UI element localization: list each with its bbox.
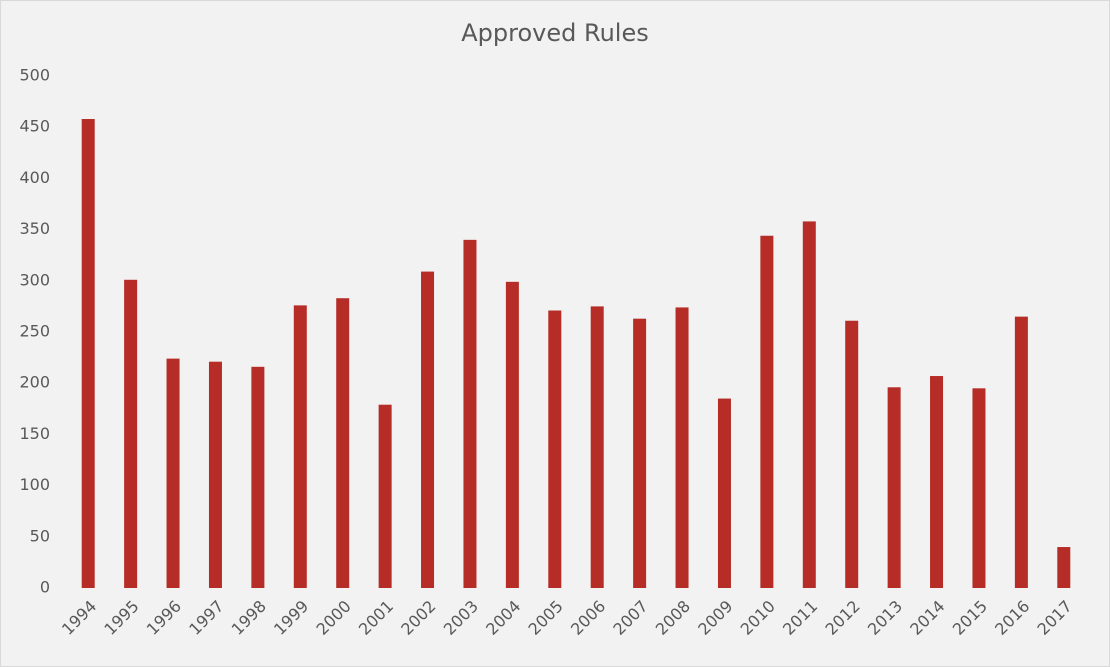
y-tick-label: 400 <box>19 168 50 187</box>
bar <box>336 298 350 588</box>
bar <box>81 119 95 589</box>
bar <box>633 318 647 588</box>
y-tick-label: 200 <box>19 373 50 392</box>
bar <box>251 366 265 588</box>
bar <box>590 306 604 588</box>
y-tick-label: 250 <box>19 322 50 341</box>
bar <box>717 398 731 588</box>
bar <box>505 281 519 588</box>
bar <box>760 235 774 588</box>
bar <box>421 271 435 588</box>
y-tick-label: 500 <box>19 66 50 85</box>
bar <box>293 305 307 588</box>
bar <box>378 404 392 588</box>
bar <box>972 388 986 588</box>
bar <box>675 307 689 588</box>
bar <box>802 221 816 588</box>
bar <box>548 310 562 588</box>
y-tick-label: 0 <box>40 578 50 597</box>
bar <box>845 320 859 588</box>
y-tick-label: 150 <box>19 424 50 443</box>
chart-title: Approved Rules <box>461 19 649 47</box>
y-tick-label: 300 <box>19 270 50 289</box>
y-tick-label: 50 <box>30 526 50 545</box>
bar <box>887 387 901 588</box>
bar <box>1057 547 1071 588</box>
y-tick-label: 350 <box>19 219 50 238</box>
bar <box>124 279 138 588</box>
bar <box>1014 316 1028 588</box>
bar <box>208 361 222 588</box>
bar <box>166 358 180 588</box>
y-tick-label: 100 <box>19 475 50 494</box>
bar <box>463 239 477 588</box>
bar <box>930 376 944 588</box>
y-tick-label: 450 <box>19 117 50 136</box>
